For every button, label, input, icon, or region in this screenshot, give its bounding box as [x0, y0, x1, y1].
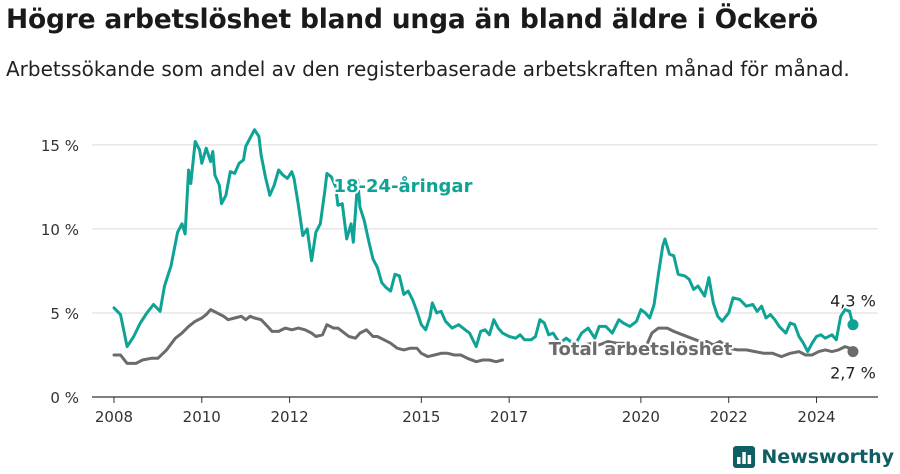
series-end-label: 4,3 % [830, 292, 876, 311]
series-line-total [573, 326, 855, 359]
series-labels: 4,3 % 2,7 % 18-24-åringar Total arbetslöshe… [332, 173, 876, 383]
x-tick-label: 2017 [490, 408, 528, 426]
x-tick-label: 2015 [402, 408, 440, 426]
series-name-label: 18-24-åringar [334, 175, 473, 197]
chart-subtitle: Arbetssökande som andel av den registerb… [6, 57, 850, 81]
series-name-label: Total arbetslöshet [549, 339, 733, 360]
y-tick-label: 5 % [50, 305, 79, 323]
series-lines [112, 128, 859, 365]
chart-title: Högre arbetslöshet bland unga än bland ä… [6, 4, 818, 35]
series-end-point [847, 319, 859, 331]
series-end-label: 2,7 % [830, 364, 876, 383]
x-tick-label: 2020 [622, 408, 660, 426]
y-tick-label: 15 % [41, 137, 79, 155]
newsworthy-logo[interactable]: Newsworthy [733, 446, 894, 468]
gridlines [92, 144, 878, 314]
y-tick-label: 0 % [50, 389, 79, 407]
bar-chart-icon [733, 446, 756, 468]
series-line-youth [112, 128, 855, 354]
x-tick-label: 2010 [183, 408, 221, 426]
axes: 0 % 5 % 10 % 15 % 2008 2010 2012 2015 2017 2020 20… [41, 137, 878, 426]
series-end-point [847, 346, 859, 358]
series-line-total [112, 308, 505, 365]
x-tick-label: 2024 [797, 408, 835, 426]
x-tick-label: 2008 [95, 408, 133, 426]
y-tick-label: 10 % [41, 221, 79, 239]
x-tick-label: 2012 [271, 408, 309, 426]
x-tick-label: 2022 [710, 408, 748, 426]
brand-name: Newsworthy [761, 446, 894, 468]
